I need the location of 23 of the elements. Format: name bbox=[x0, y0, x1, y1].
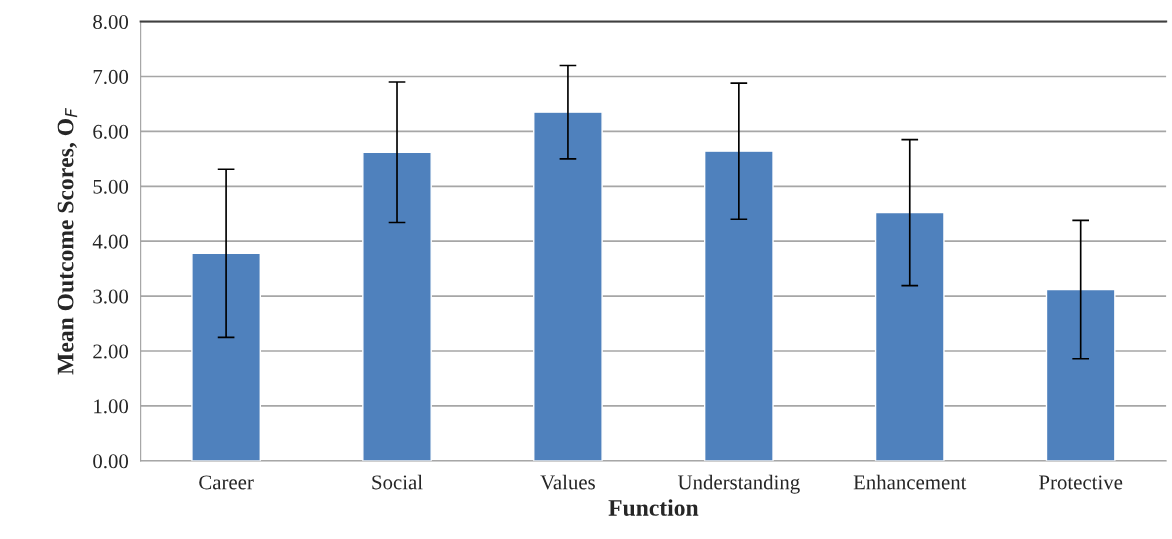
x-axis-title: Function bbox=[608, 499, 699, 516]
x-tick-label: Career bbox=[199, 475, 254, 490]
bar bbox=[703, 150, 774, 461]
x-tick-label: Protective bbox=[1039, 475, 1123, 490]
bar bbox=[362, 151, 432, 461]
y-tick-label: 6.00 bbox=[93, 124, 129, 139]
y-tick-label: 5.00 bbox=[93, 179, 129, 194]
y-tick-label: 1.00 bbox=[94, 399, 129, 414]
x-tick-label: Understanding bbox=[677, 474, 800, 494]
y-axis-title: Mean Outcome Scores, O$_{F}$ bbox=[57, 108, 78, 375]
bar bbox=[874, 211, 945, 461]
y-tick-label: 0.00 bbox=[93, 454, 129, 469]
x-tick-label: Social bbox=[372, 474, 423, 490]
bar bbox=[191, 252, 261, 461]
x-tick-label: Enhancement bbox=[853, 474, 967, 490]
y-tick-label: 3.00 bbox=[93, 289, 129, 304]
y-tick-label: 2.00 bbox=[93, 344, 129, 359]
bar bbox=[533, 111, 603, 461]
bar bbox=[1045, 288, 1116, 461]
y-tick-label: 4.00 bbox=[92, 234, 129, 249]
x-tick-label: Values bbox=[540, 474, 595, 490]
y-tick-label: 7.00 bbox=[93, 69, 129, 84]
y-tick-label: 8.00 bbox=[93, 14, 129, 30]
